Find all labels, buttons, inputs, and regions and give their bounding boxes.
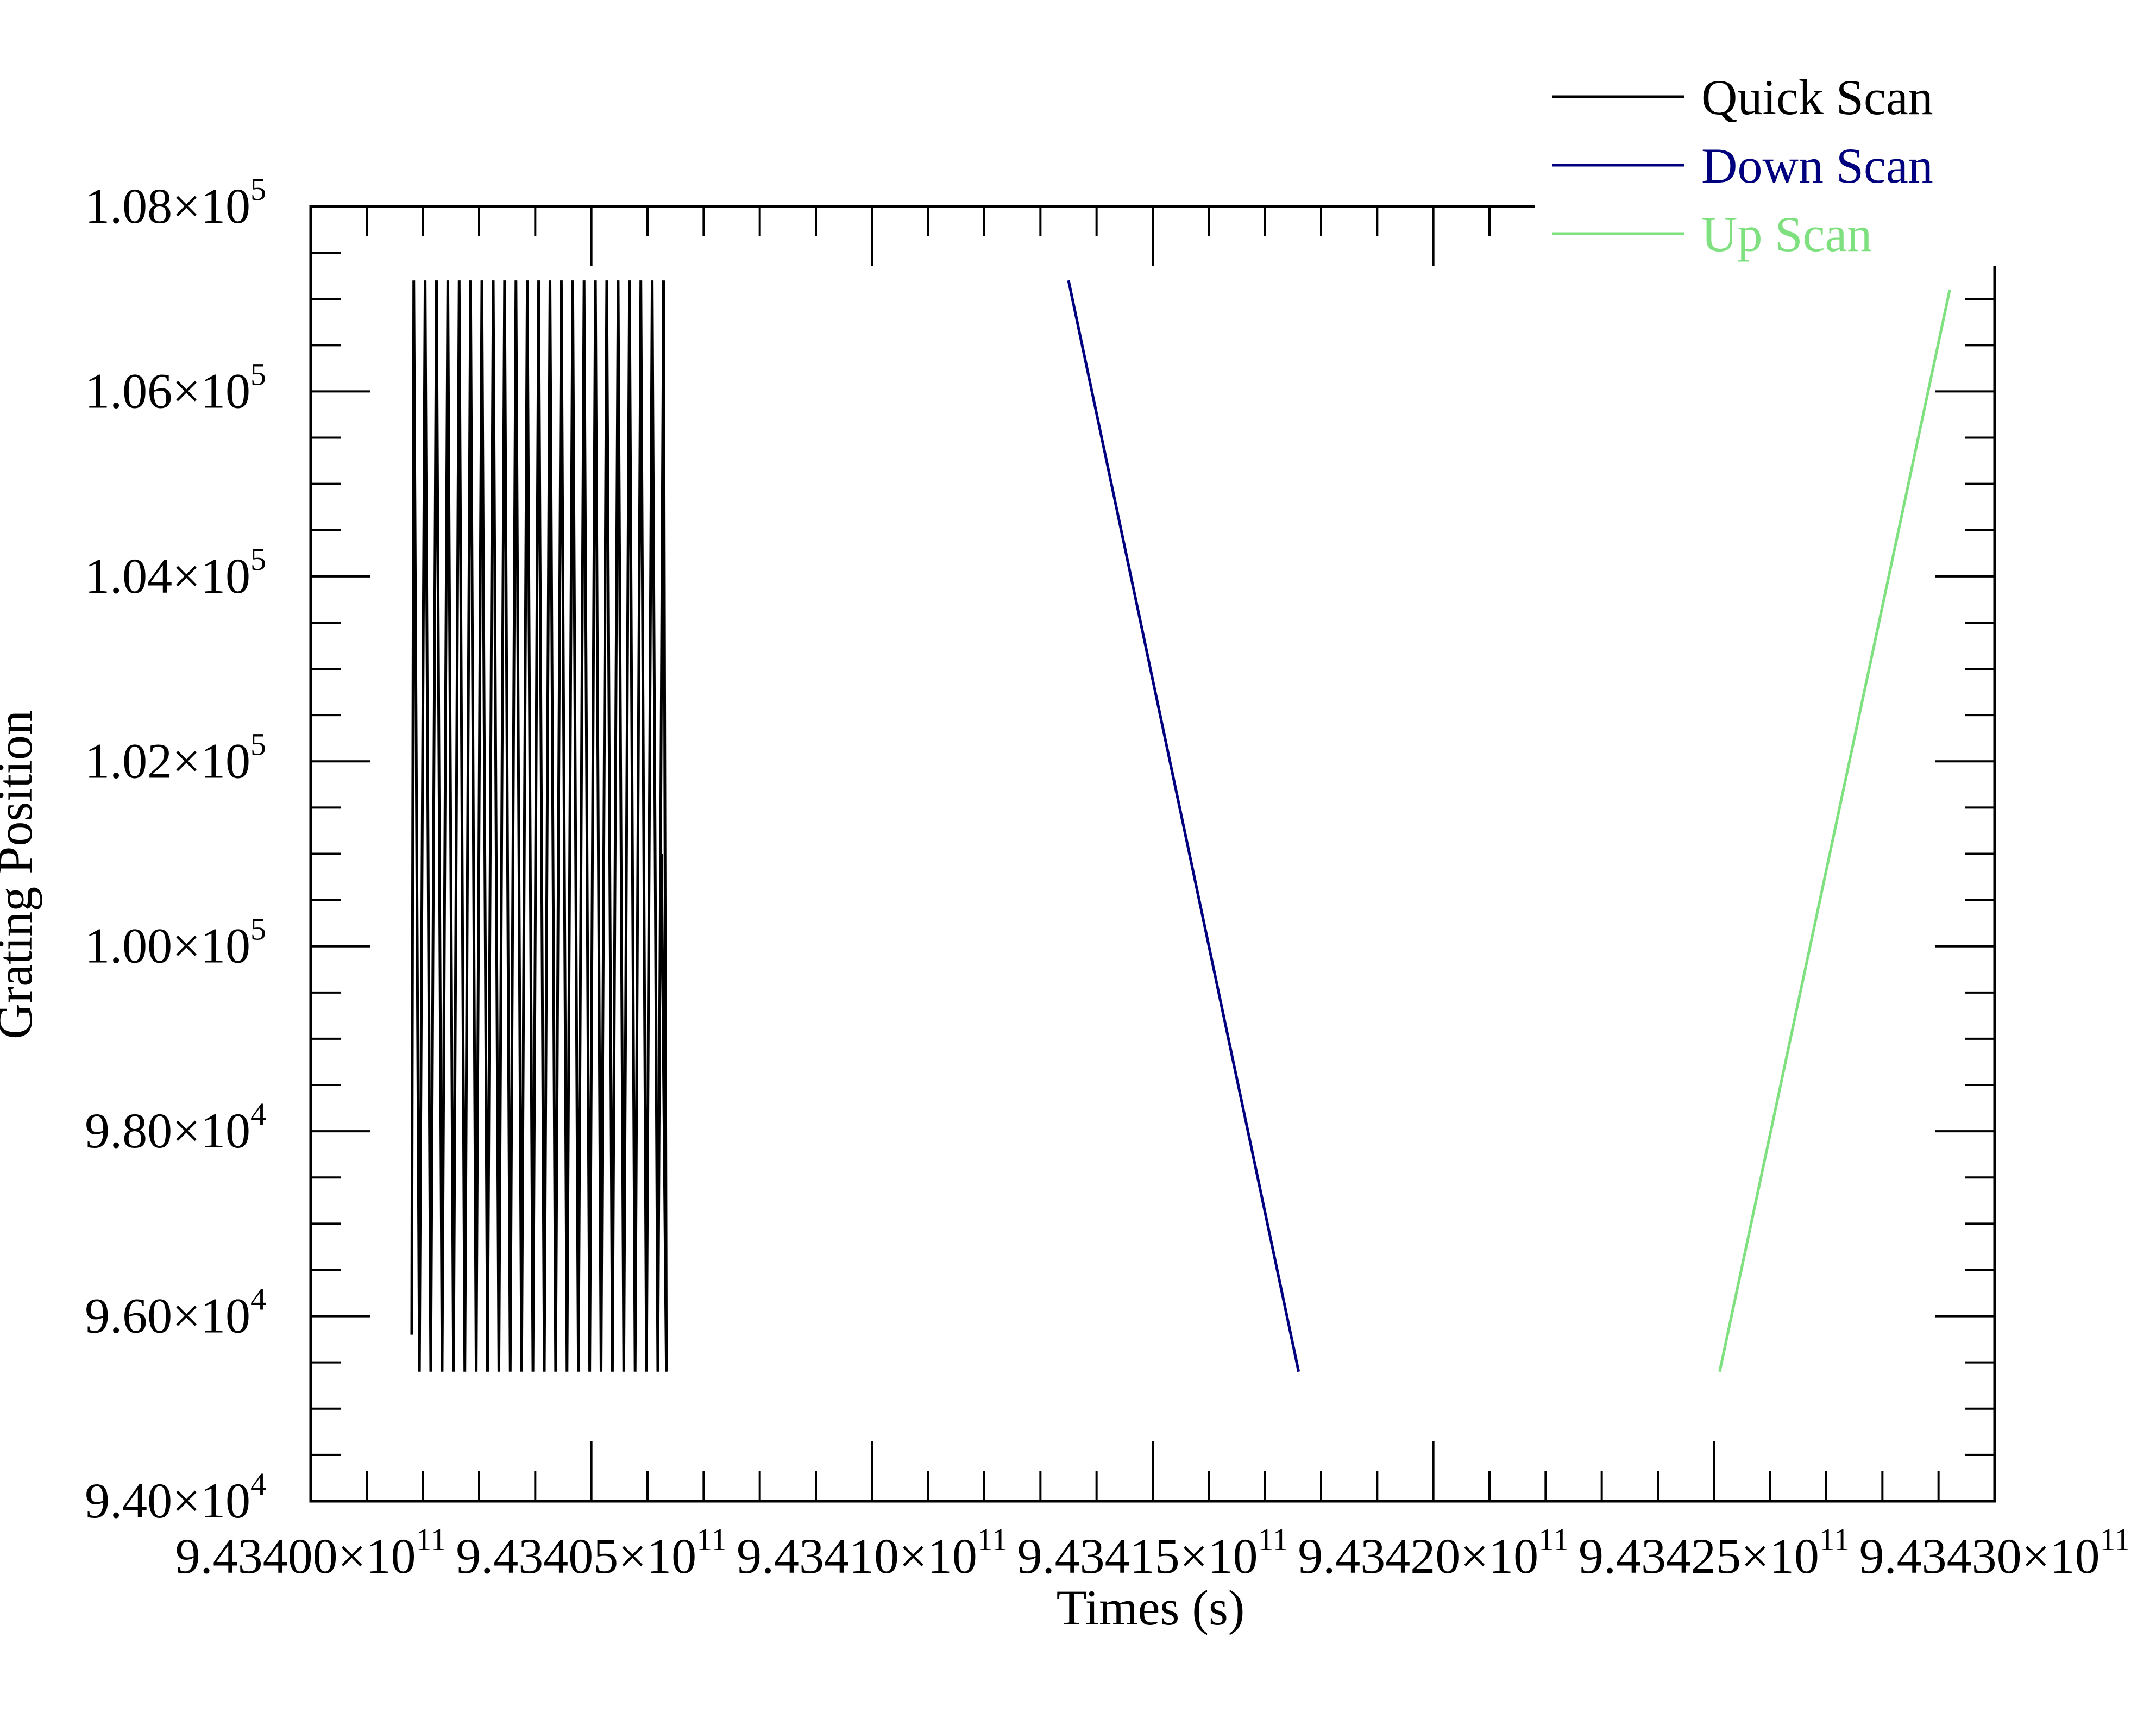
legend-label: Up Scan	[1701, 206, 1872, 262]
y-tick-label: 1.00×105	[85, 912, 266, 974]
legend-label: Quick Scan	[1701, 70, 1933, 125]
x-axis-label: Times (s)	[1057, 1580, 1245, 1635]
legend-background	[1535, 60, 2040, 266]
x-tick-label: 9.43405×1011	[456, 1522, 727, 1584]
x-tick-label: 9.43430×1011	[1859, 1522, 2130, 1584]
series-lines	[410, 280, 1951, 1372]
series-line-2	[1718, 289, 1951, 1372]
x-tick-label: 9.43400×1011	[175, 1522, 447, 1584]
x-tick-label: 9.43415×1011	[1017, 1522, 1288, 1584]
y-tick-label: 9.40×104	[85, 1466, 266, 1528]
series-line-1	[1067, 280, 1300, 1372]
y-tick-label: 1.06×105	[85, 356, 266, 418]
y-tick-label: 1.04×105	[85, 542, 266, 604]
series-line-0	[410, 280, 668, 1372]
y-axis-label: Grating Position	[0, 710, 42, 1039]
y-tick-label: 1.02×105	[85, 726, 266, 788]
x-tick-label: 9.43410×1011	[737, 1522, 1008, 1584]
y-tick-label: 9.60×104	[85, 1282, 266, 1344]
legend-label: Down Scan	[1701, 138, 1933, 193]
x-tick-label: 9.43425×1011	[1579, 1522, 1850, 1584]
y-tick-label: 1.08×105	[85, 172, 266, 234]
y-tick-label: 9.80×104	[85, 1096, 266, 1158]
x-tick-label: 9.43420×1011	[1298, 1522, 1569, 1584]
plot-frame	[309, 205, 1996, 1503]
tick-labels: 9.43400×1011 9.43405×1011 9.43410×1011 9.43…	[85, 172, 2130, 1584]
legend: Quick Scan Down Scan Up Scan	[1535, 60, 2040, 266]
